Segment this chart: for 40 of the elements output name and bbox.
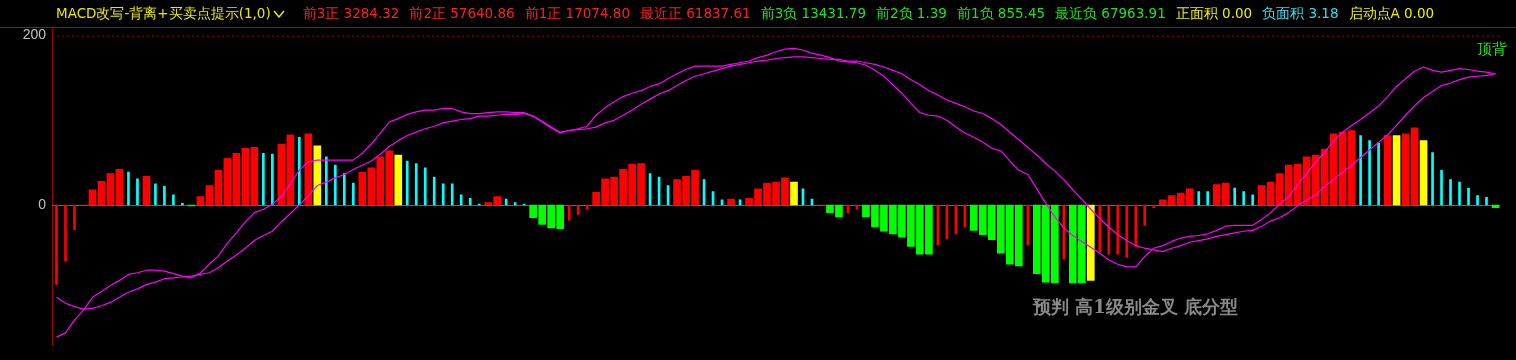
text: 前1正 17074.80: [524, 5, 630, 23]
bar: [106, 173, 115, 206]
bar: [142, 175, 151, 206]
bar: [1410, 127, 1419, 206]
annotation: 预判 高1级别金叉 底分型: [1033, 295, 1239, 319]
text: 最近正 61837.61: [639, 5, 751, 23]
bar: [790, 181, 798, 206]
y-tick-label: 200: [22, 26, 47, 43]
y-tick-label: 0: [38, 195, 47, 212]
annotation: 顶背: [1477, 40, 1507, 59]
text: 前3正 3284.32: [302, 5, 400, 23]
bar: [1419, 140, 1428, 206]
text: 启动点A 0.00: [1348, 5, 1435, 23]
text: 前1负 855.45: [956, 5, 1046, 23]
bar: [313, 145, 322, 206]
bar: [97, 180, 106, 206]
bar: [394, 154, 403, 206]
bar: [232, 153, 241, 206]
bar: [241, 147, 250, 206]
text: 正面积 0.00: [1175, 5, 1253, 23]
bar: [223, 158, 232, 206]
bar: [214, 169, 223, 206]
bar: [1401, 133, 1410, 206]
text: 前2负 1.39: [875, 5, 947, 23]
bar: [727, 198, 735, 206]
text: 负面积 3.18: [1262, 5, 1339, 23]
bar: [1086, 204, 1095, 281]
bar: [1383, 135, 1392, 206]
bar: [304, 133, 313, 206]
text: 前3负 13431.79: [760, 5, 866, 23]
bar: [205, 185, 214, 206]
bar: [1392, 135, 1401, 206]
text: 最近负 67963.91: [1055, 5, 1166, 23]
bar: [196, 196, 205, 206]
text: 前2正 57640.86: [409, 5, 515, 23]
bar: [115, 169, 124, 206]
chart-title: MACD改写-背离+买卖点提示(1,0): [56, 5, 271, 23]
bar: [1257, 185, 1266, 206]
bar: [250, 147, 259, 206]
bar: [88, 189, 97, 206]
